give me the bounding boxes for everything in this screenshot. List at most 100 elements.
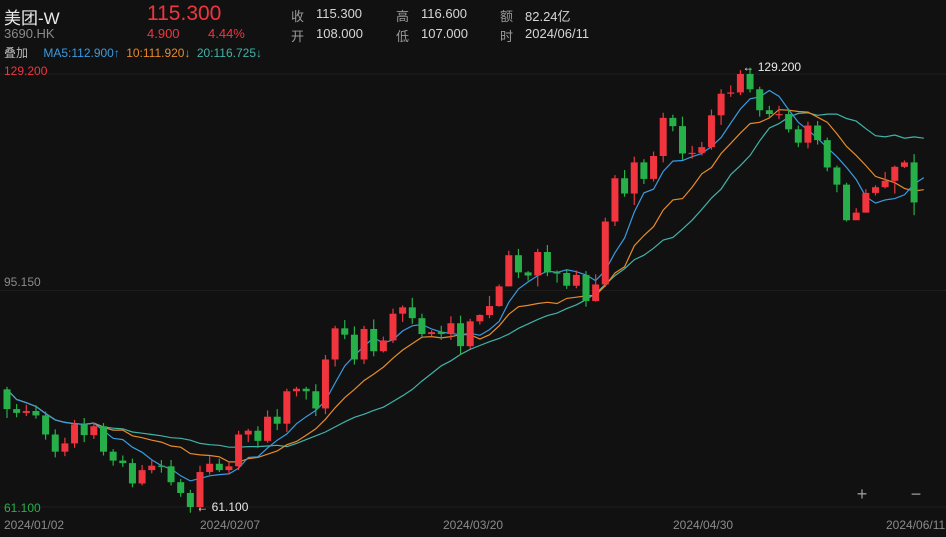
candle-body xyxy=(447,323,455,335)
candle-body xyxy=(727,92,735,94)
candle-body xyxy=(852,212,860,221)
candle-body xyxy=(524,272,532,276)
candle xyxy=(804,121,812,149)
candle-body xyxy=(283,391,291,424)
y-axis-min-label: 61.100 xyxy=(4,501,41,515)
candle xyxy=(775,105,783,120)
candle xyxy=(196,465,204,512)
overlay-button[interactable]: 叠加 xyxy=(4,46,29,60)
candle xyxy=(872,185,879,196)
candle-body xyxy=(621,178,629,194)
candle-body xyxy=(592,284,600,301)
candle-body xyxy=(109,451,117,461)
candle-body xyxy=(785,114,793,130)
indicator-row: 叠加 MA5:112.900↑ 10:111.920↓ 20:116.725↓ xyxy=(4,44,265,61)
candle xyxy=(51,429,59,458)
candle-body xyxy=(196,472,204,507)
candle-body xyxy=(3,389,11,410)
candle xyxy=(80,417,88,443)
candle-body xyxy=(244,430,252,435)
candle xyxy=(505,250,513,287)
candle-body xyxy=(90,426,98,436)
price-annotations: ← 129.200 ← 61.100 xyxy=(196,60,801,514)
candle xyxy=(293,386,300,397)
candle xyxy=(447,316,455,340)
candle xyxy=(891,165,899,194)
open-value: 108.000 xyxy=(316,26,363,41)
candle-body xyxy=(225,466,233,471)
candle xyxy=(823,137,831,172)
candle-body xyxy=(746,74,754,90)
candle xyxy=(881,171,889,189)
moving-average-lines xyxy=(6,89,925,482)
candle-body xyxy=(331,328,339,360)
candle xyxy=(717,89,725,125)
ma10-value: 10:111.920↓ xyxy=(126,46,191,60)
candle xyxy=(688,145,696,159)
candle xyxy=(128,458,136,488)
candle-body xyxy=(862,192,870,213)
candle-body xyxy=(457,323,465,347)
candle-body xyxy=(235,434,243,467)
candle-body xyxy=(804,125,812,143)
close-label: 收 xyxy=(291,9,305,24)
candle-body xyxy=(389,313,397,341)
zoom-out-button[interactable]: − xyxy=(910,484,922,504)
zoom-in-button[interactable]: + xyxy=(856,484,868,504)
candle xyxy=(466,318,474,349)
candle xyxy=(389,308,397,343)
candle xyxy=(42,411,50,440)
candle xyxy=(379,336,387,353)
candle-body xyxy=(543,252,551,273)
candle-body xyxy=(775,114,783,116)
candle xyxy=(428,330,436,337)
candle-body xyxy=(71,424,79,444)
x-axis-label-1: 2024/01/02 xyxy=(4,518,65,532)
candle xyxy=(186,489,194,513)
candle-body xyxy=(717,93,725,116)
x-axis-label-5: 2024/06/11 xyxy=(886,518,946,532)
candle xyxy=(765,105,773,118)
candle xyxy=(910,154,918,216)
candle-body xyxy=(138,470,146,484)
candle xyxy=(611,175,619,226)
candle-body xyxy=(881,180,889,188)
candle-body xyxy=(698,147,706,153)
candle xyxy=(13,403,21,418)
low-annotation: ← 61.100 xyxy=(196,500,248,514)
candle-body xyxy=(707,115,715,148)
candle-body xyxy=(360,328,368,360)
candle xyxy=(167,459,175,486)
candle-body xyxy=(399,307,407,314)
candle-body xyxy=(379,340,387,352)
candle xyxy=(650,151,658,182)
candle-body xyxy=(22,410,30,413)
candle xyxy=(109,449,117,466)
candle xyxy=(592,274,600,302)
candle xyxy=(360,325,368,364)
candle-body xyxy=(254,430,262,441)
candle-body xyxy=(572,274,580,286)
chart-grid xyxy=(0,73,946,508)
candle xyxy=(707,109,715,150)
candle xyxy=(553,270,561,283)
candle xyxy=(157,459,165,473)
low-label: 低 xyxy=(396,29,410,44)
price-change: 4.900 xyxy=(147,26,180,41)
candle xyxy=(756,86,764,117)
candle-body xyxy=(563,273,571,286)
candle-body xyxy=(872,187,879,193)
candle xyxy=(244,428,252,443)
candle xyxy=(215,458,223,473)
candle xyxy=(621,170,629,197)
candle-body xyxy=(341,328,349,335)
candle-body xyxy=(900,162,908,167)
price-change-percent: 4.44% xyxy=(208,26,245,41)
candle-body xyxy=(476,314,484,322)
close-value: 115.300 xyxy=(316,6,363,21)
candle xyxy=(148,459,156,474)
candle xyxy=(563,269,571,289)
open-label: 开 xyxy=(291,29,305,44)
candle xyxy=(524,271,532,281)
